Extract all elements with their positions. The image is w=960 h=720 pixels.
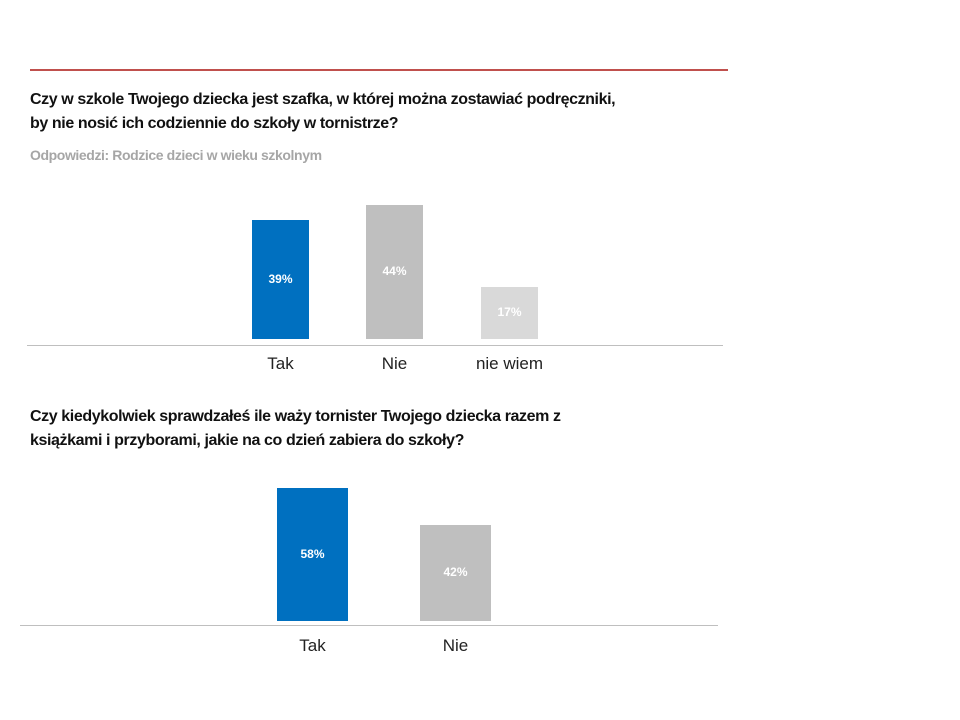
chart2-title: Czy kiedykolwiek sprawdzałeś ile waży to… [30, 405, 561, 453]
bar-nie: 42% [420, 524, 491, 621]
data-label: 42% [443, 564, 468, 579]
chart1-title: Czy w szkole Twojego dziecka jest szafka… [30, 88, 616, 136]
data-label: 58% [300, 546, 325, 561]
chart1-title-line2: by nie nosić ich codziennie do szkoły w … [30, 115, 399, 132]
category-label: Tak [299, 636, 326, 655]
category-label: nie wiem [475, 354, 544, 373]
data-label: 39% [268, 271, 293, 286]
chart1-title-line1: Czy w szkole Twojego dziecka jest szafka… [30, 91, 616, 108]
bar-tak: 58% [277, 488, 348, 621]
chart2-title-line2: książkami i przyborami, jakie na co dzie… [30, 432, 464, 449]
chart2-axis [20, 625, 718, 626]
chart1-subtitle: Odpowiedzi: Rodzice dzieci w wieku szkol… [30, 147, 322, 163]
category-label: Nie [442, 636, 469, 655]
header-rule [30, 69, 728, 71]
data-label: 44% [382, 264, 407, 278]
data-label: 17% [497, 305, 522, 320]
chart1-axis [27, 345, 723, 346]
bar-tak: 39% [252, 220, 309, 339]
category-label: Nie [381, 354, 408, 373]
bar-nie: 44% [366, 205, 423, 339]
chart2-title-line1: Czy kiedykolwiek sprawdzałeś ile waży to… [30, 408, 561, 425]
bar-nie-wiem: 17% [481, 287, 538, 339]
category-label: Tak [267, 354, 294, 373]
